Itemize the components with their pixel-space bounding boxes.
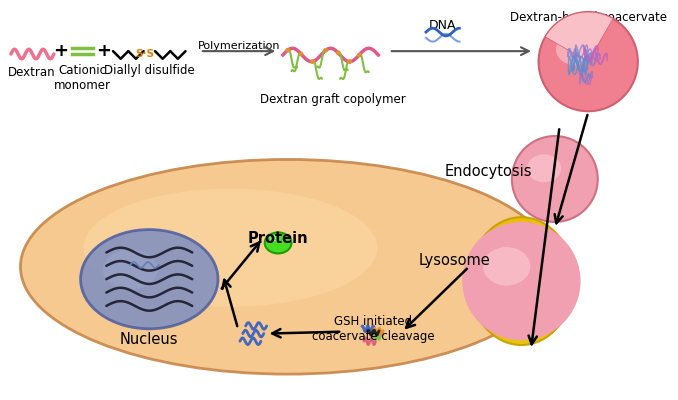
Text: Nucleus: Nucleus (120, 332, 178, 347)
Circle shape (336, 50, 340, 55)
Text: Diallyl disulfide: Diallyl disulfide (104, 64, 195, 76)
Text: Dextran-based coacervate: Dextran-based coacervate (510, 11, 666, 24)
Ellipse shape (83, 189, 378, 307)
Text: Protein: Protein (247, 230, 308, 246)
Ellipse shape (264, 232, 292, 254)
Text: Lysosome: Lysosome (419, 254, 490, 268)
Circle shape (323, 48, 328, 53)
Circle shape (285, 48, 290, 53)
Text: Dextran graft copolymer: Dextran graft copolymer (260, 93, 405, 106)
Text: GSH initiated
coacervate cleavage: GSH initiated coacervate cleavage (312, 314, 435, 342)
Circle shape (347, 59, 352, 64)
Text: Endocytosis: Endocytosis (444, 164, 532, 179)
Ellipse shape (81, 230, 218, 329)
Text: +: + (53, 42, 68, 60)
Circle shape (357, 52, 361, 57)
Text: Polymerization: Polymerization (198, 41, 280, 51)
Text: DNA: DNA (428, 19, 456, 32)
Circle shape (512, 136, 598, 222)
Text: +: + (96, 42, 111, 60)
Circle shape (298, 52, 303, 56)
Circle shape (310, 59, 315, 64)
Text: Dextran: Dextran (8, 66, 56, 80)
Ellipse shape (103, 250, 158, 290)
Ellipse shape (527, 154, 561, 182)
Ellipse shape (556, 33, 596, 65)
Circle shape (462, 222, 580, 340)
Text: S·S: S·S (135, 49, 154, 59)
Ellipse shape (469, 217, 574, 345)
Ellipse shape (483, 247, 530, 286)
Ellipse shape (20, 160, 555, 374)
Ellipse shape (270, 235, 279, 242)
Circle shape (538, 12, 638, 111)
Text: Cationic
monomer: Cationic monomer (54, 64, 111, 92)
Wedge shape (545, 12, 613, 62)
